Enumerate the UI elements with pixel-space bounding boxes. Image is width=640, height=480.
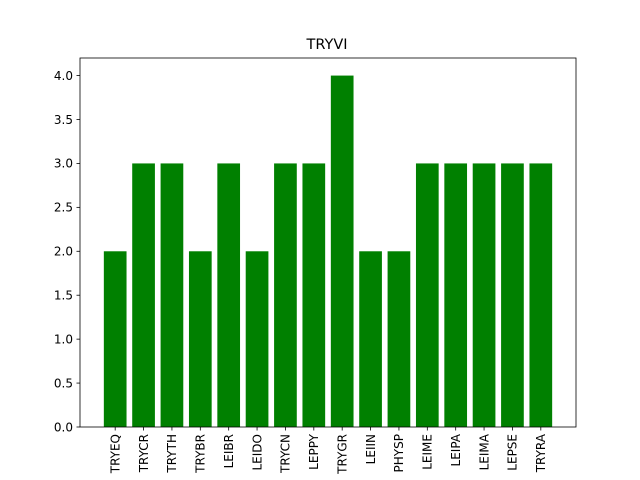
bar: [245, 251, 269, 427]
bar: [103, 251, 127, 427]
y-tick-label: 3.0: [54, 157, 73, 171]
bar: [132, 163, 155, 427]
y-tick-label: 3.5: [54, 113, 73, 127]
y-tick-label: 1.0: [54, 332, 73, 346]
y-tick-label: 0.0: [54, 420, 73, 434]
x-tick-label: TRYRA: [534, 433, 548, 473]
x-tick-label: LEPSE: [506, 434, 520, 471]
chart-title: TRYVI: [305, 37, 347, 53]
x-tick-label: LEIME: [421, 434, 435, 470]
bar: [415, 163, 439, 427]
x-tick-label: TRYCN: [279, 434, 293, 474]
bar: [302, 163, 326, 427]
y-tick-label: 1.5: [54, 289, 73, 303]
x-tick-label: PHYSP: [392, 434, 406, 472]
y-tick-label: 4.0: [54, 69, 73, 83]
bar: [472, 163, 496, 427]
y-tick-label: 0.5: [54, 376, 73, 390]
bar: [160, 163, 184, 427]
x-tick-label: LEIIN: [364, 434, 378, 464]
bar: [529, 163, 553, 427]
bar: [444, 163, 468, 427]
x-tick-label: LEIMA: [477, 433, 491, 470]
bar: [188, 251, 212, 427]
x-axis: TRYEQ TRYCR TRYTH TRYBR LEIBR LEIDO TRYCN LEPPY…: [108, 427, 548, 475]
bar: [217, 163, 241, 427]
x-tick-label: LEIDO: [250, 434, 264, 471]
bar: [387, 251, 411, 427]
plot-frame: [79, 57, 577, 428]
bar: [359, 251, 382, 427]
bars-group: [103, 75, 553, 428]
bar: [501, 163, 524, 427]
x-tick-label: TRYEQ: [108, 434, 122, 474]
x-tick-label: TRYGR: [335, 434, 349, 475]
bar: [330, 75, 354, 428]
y-tick-label: 2.5: [54, 201, 73, 215]
x-tick-label: LEIBR: [222, 434, 236, 468]
x-tick-label: TRYTH: [165, 434, 179, 474]
y-tick-label: 2.0: [54, 245, 73, 259]
x-tick-label: TRYBR: [194, 434, 208, 474]
x-tick-label: LEIPA: [449, 433, 463, 466]
x-tick-label: TRYCR: [137, 434, 151, 473]
x-tick-label: LEPPY: [307, 433, 321, 469]
bar: [274, 163, 297, 427]
y-axis: 0.0 0.5 1.0 1.5 2.0 2.5 3.0 3.5 4.0: [54, 69, 80, 434]
